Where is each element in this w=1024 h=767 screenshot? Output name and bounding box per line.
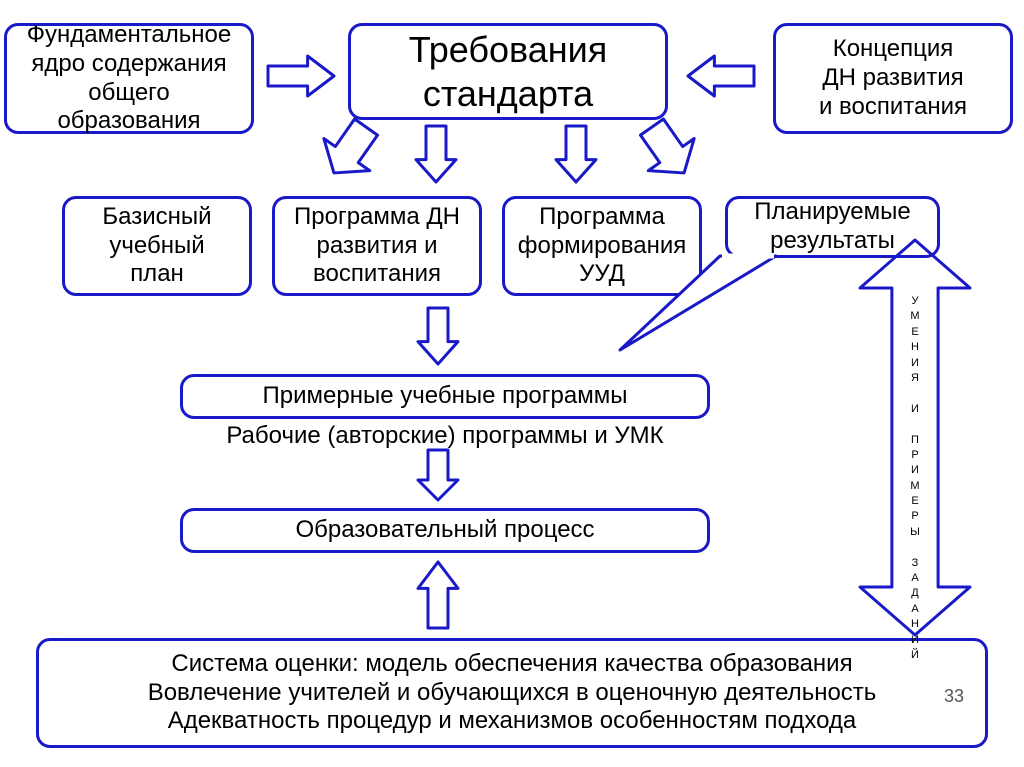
- node-top-right: Концепция ДН развития и воспитания: [773, 23, 1013, 134]
- node-row2-c-text: Программа формирования УУД: [518, 203, 687, 289]
- arrow-row2-to-row3: [418, 308, 458, 364]
- node-row2-d: Планируемые результаты: [725, 196, 940, 258]
- node-row2-a-text: Базисный учебный план: [102, 203, 211, 289]
- arrow-right-to-center: [688, 56, 754, 96]
- node-top-left: Фундаментальное ядро содержания общего о…: [4, 23, 254, 134]
- vertical-label: У М Е Н И Я И П Р И М Е Р Ы З А Д А Н И …: [907, 294, 923, 663]
- free-text-working: Рабочие (авторские) программы и УМК: [180, 422, 710, 450]
- node-row5-text: Система оценки: модель обеспечения качес…: [148, 650, 877, 736]
- node-row3-text: Примерные учебные программы: [263, 382, 628, 411]
- node-row2-a: Базисный учебный план: [62, 196, 252, 296]
- arrow-center-to-a: [311, 111, 389, 189]
- node-row2-b: Программа ДН развития и воспитания: [272, 196, 482, 296]
- node-top-left-text: Фундаментальное ядро содержания общего о…: [17, 21, 241, 136]
- node-top-center-text: Требования стандарта: [409, 28, 607, 114]
- node-row4-text: Образовательный процесс: [295, 516, 594, 545]
- node-top-right-text: Концепция ДН развития и воспитания: [819, 35, 967, 121]
- node-top-center: Требования стандарта: [348, 23, 668, 120]
- node-row2-d-text: Планируемые результаты: [754, 198, 911, 256]
- arrow-left-to-center: [268, 56, 334, 96]
- node-row5: Система оценки: модель обеспечения качес…: [36, 638, 988, 748]
- node-row3: Примерные учебные программы: [180, 374, 710, 419]
- node-row2-c: Программа формирования УУД: [502, 196, 702, 296]
- node-row2-b-text: Программа ДН развития и воспитания: [294, 203, 460, 289]
- page-number: 33: [944, 686, 964, 707]
- node-row4: Образовательный процесс: [180, 508, 710, 553]
- arrow-row3-to-row4: [418, 450, 458, 500]
- arrow-center-to-d: [629, 111, 707, 189]
- arrow-row5-to-row4: [418, 562, 458, 628]
- arrow-center-to-c: [556, 126, 596, 182]
- arrow-center-to-b: [416, 126, 456, 182]
